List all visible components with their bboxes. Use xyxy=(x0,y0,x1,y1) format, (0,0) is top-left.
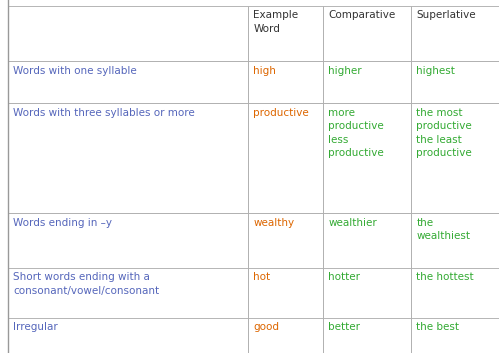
Text: better: better xyxy=(328,323,360,333)
Bar xyxy=(8,317,249,353)
Text: wealthy: wealthy xyxy=(253,217,294,227)
Bar xyxy=(8,102,249,213)
Text: Superlative: Superlative xyxy=(417,11,476,20)
Bar xyxy=(323,6,412,60)
Text: good: good xyxy=(253,323,279,333)
Bar xyxy=(323,213,412,277)
Text: Irregular: Irregular xyxy=(13,323,58,333)
Bar xyxy=(412,213,499,277)
Bar xyxy=(249,268,323,323)
Text: Comparative: Comparative xyxy=(328,11,396,20)
Text: highest: highest xyxy=(417,66,456,76)
Bar xyxy=(412,6,499,60)
Text: Short words ending with a
consonant/vowel/consonant: Short words ending with a consonant/vowe… xyxy=(13,273,160,296)
Text: the hottest: the hottest xyxy=(417,273,474,282)
Bar xyxy=(412,268,499,323)
Bar xyxy=(8,268,249,323)
Text: Example
Word: Example Word xyxy=(253,11,298,34)
Text: the best: the best xyxy=(417,323,460,333)
Bar xyxy=(8,213,249,277)
Text: hotter: hotter xyxy=(328,273,360,282)
Text: wealthier: wealthier xyxy=(328,217,377,227)
Text: more
productive
less
productive: more productive less productive xyxy=(328,108,384,158)
Text: high: high xyxy=(253,66,276,76)
Bar xyxy=(412,102,499,213)
Text: productive: productive xyxy=(253,108,309,118)
Bar xyxy=(323,60,412,102)
Bar xyxy=(412,60,499,102)
Text: Words with three syllables or more: Words with three syllables or more xyxy=(13,108,195,118)
Bar xyxy=(323,102,412,213)
Text: hot: hot xyxy=(253,273,270,282)
Bar xyxy=(8,60,249,102)
Bar xyxy=(249,6,323,60)
Bar xyxy=(8,6,249,60)
Text: Words ending in –y: Words ending in –y xyxy=(13,217,112,227)
Text: the most
productive
the least
productive: the most productive the least productive xyxy=(417,108,472,158)
Bar xyxy=(249,102,323,213)
Bar xyxy=(249,60,323,102)
Bar xyxy=(323,317,412,353)
Text: the
wealthiest: the wealthiest xyxy=(417,217,471,241)
Bar xyxy=(412,317,499,353)
Text: Words with one syllable: Words with one syllable xyxy=(13,66,137,76)
Text: higher: higher xyxy=(328,66,362,76)
Bar xyxy=(249,317,323,353)
Bar xyxy=(323,268,412,323)
Bar xyxy=(249,213,323,277)
